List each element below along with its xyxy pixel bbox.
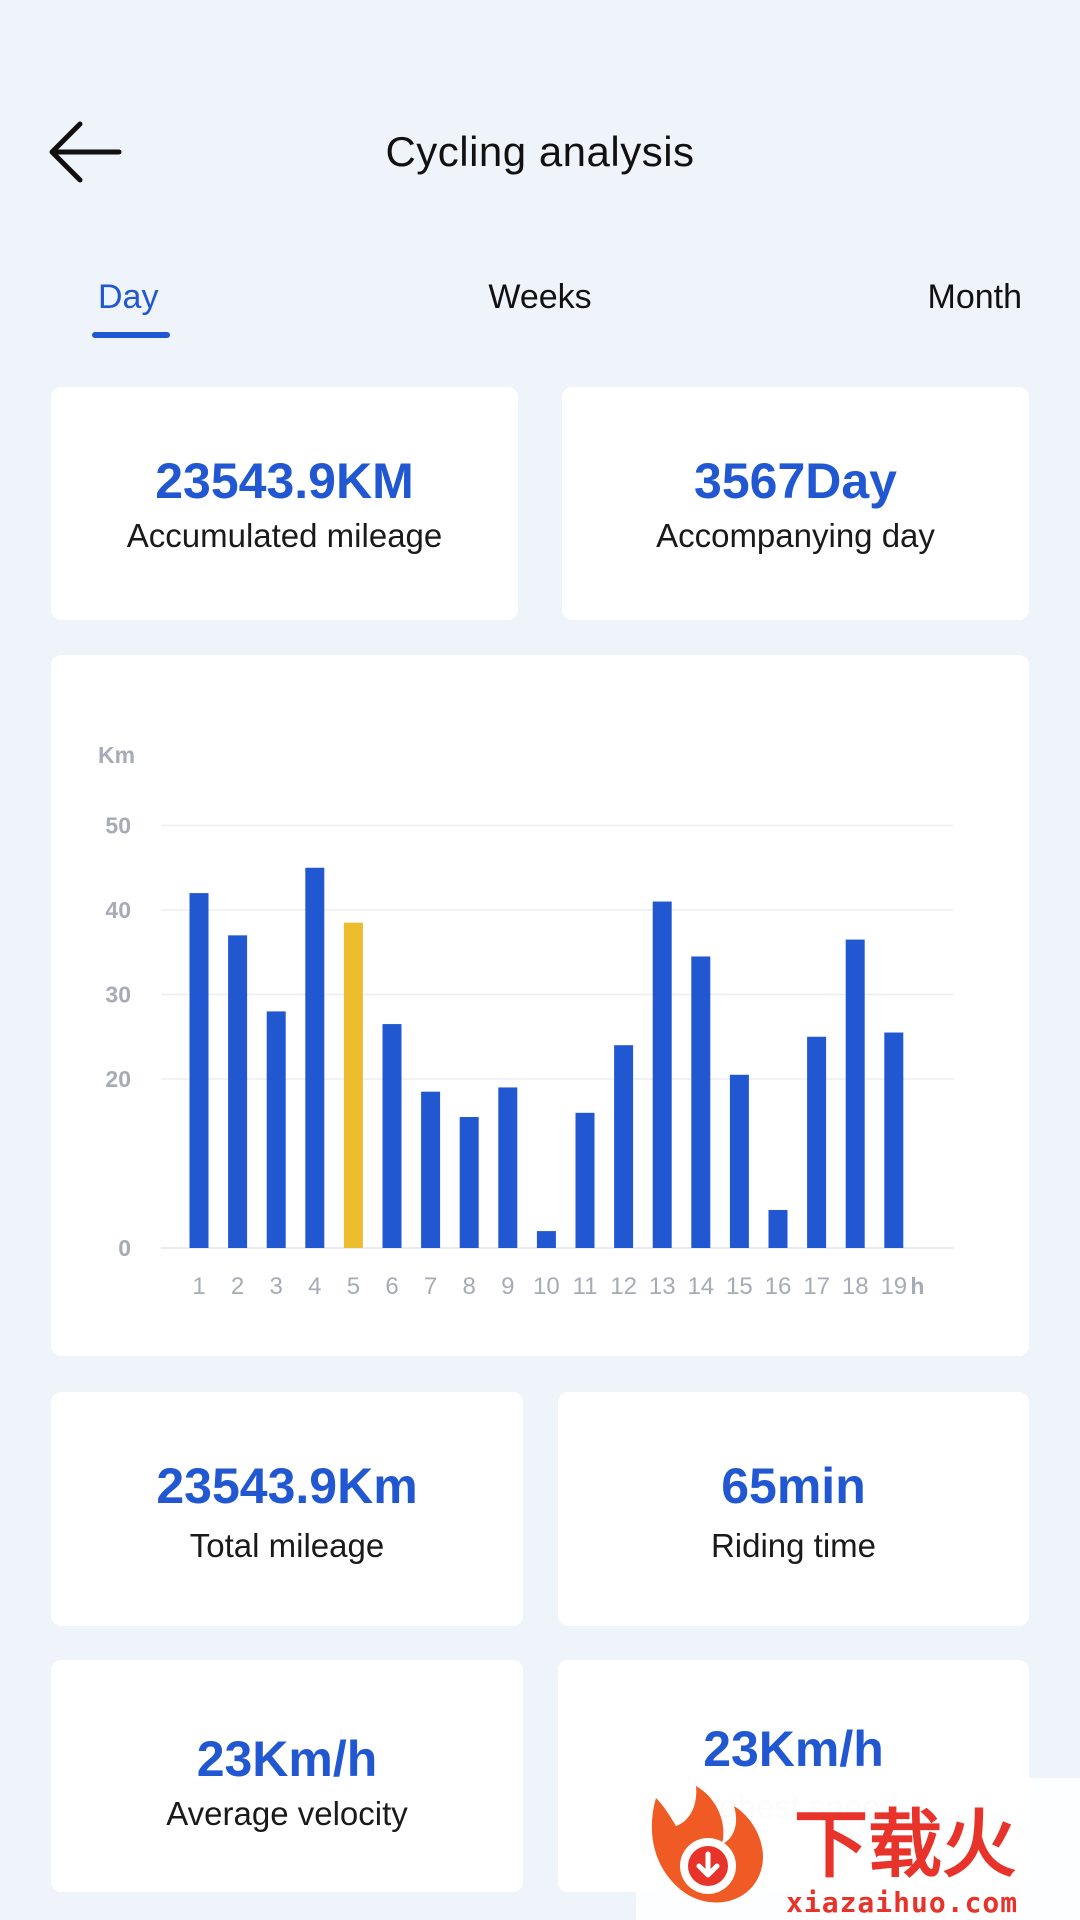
y-tick-label: 50 <box>105 813 131 839</box>
bar-18 <box>845 939 865 1248</box>
bar-4 <box>305 867 325 1248</box>
x-tick-label: 5 <box>347 1273 360 1300</box>
x-tick-label: 10 <box>533 1273 560 1300</box>
x-tick-label: 13 <box>649 1273 676 1300</box>
riding-time-label: Riding time <box>710 1527 877 1564</box>
total-mileage-label: Total mileage <box>189 1527 385 1564</box>
watermark-site: xiazaihuo.com <box>786 1886 1018 1919</box>
bar-19 <box>884 1032 904 1248</box>
x-tick-label: 1 <box>192 1273 205 1300</box>
average-velocity-card: 23Km/h Average velocity <box>51 1660 523 1892</box>
y-tick-label: 20 <box>105 1066 131 1092</box>
bar-10 <box>536 1231 556 1248</box>
x-tick-label: 14 <box>687 1273 714 1300</box>
accompanying-day-card: 3567Day Accompanying day <box>562 387 1029 620</box>
x-tick-label: 6 <box>385 1273 398 1300</box>
bar-17 <box>807 1036 827 1248</box>
accumulated-mileage-value: 23543.9KM <box>155 453 414 509</box>
x-tick-label: 17 <box>803 1273 830 1300</box>
riding-time-card: 65min Riding time <box>558 1392 1029 1626</box>
total-mileage-card: 23543.9Km Total mileage <box>51 1392 523 1626</box>
average-velocity-value: 23Km/h <box>196 1731 378 1787</box>
accumulated-mileage-label: Accumulated mileage <box>126 517 443 554</box>
flame-logo-icon <box>651 1786 763 1903</box>
bar-7 <box>421 1091 441 1248</box>
bar-2 <box>228 935 248 1248</box>
bar-12 <box>614 1045 634 1248</box>
page-title: Cycling analysis <box>385 128 695 175</box>
bar-3 <box>266 1011 286 1248</box>
total-mileage-value: 23543.9Km <box>156 1458 418 1514</box>
average-velocity-label: Average velocity <box>166 1795 408 1832</box>
watermark-brand: 下载火 <box>794 1802 1016 1888</box>
accompanying-day-value: 3567Day <box>694 453 897 509</box>
x-tick-label: 18 <box>842 1273 869 1300</box>
arrow-left-icon <box>49 121 122 183</box>
x-tick-label: 3 <box>270 1273 283 1300</box>
accumulated-mileage-card: 23543.9KM Accumulated mileage <box>51 387 518 620</box>
tab-weeks[interactable]: Weeks <box>488 278 592 316</box>
bar-6 <box>382 1024 402 1248</box>
x-tick-label: 8 <box>463 1273 476 1300</box>
back-button[interactable] <box>44 112 134 192</box>
bar-8 <box>459 1117 479 1248</box>
y-axis-unit-label: Km <box>98 742 135 768</box>
mileage-chart-card: Km 0 20 30 40 50 1 2 3 4 5 6 7 8 9 10 11 12 13 14 15 16 17 18 19… <box>51 655 1029 1356</box>
tab-month[interactable]: Month <box>927 278 1023 316</box>
accompanying-day-label: Accompanying day <box>656 517 935 554</box>
x-axis-unit-label: h <box>910 1273 924 1299</box>
xiazaihuo-watermark: 下载火 xiazaihuo.com <box>636 1778 1080 1920</box>
bar-1 <box>189 893 209 1248</box>
y-tick-label: 0 <box>118 1235 131 1261</box>
bar-9 <box>498 1087 518 1248</box>
x-tick-label: 7 <box>424 1273 437 1300</box>
x-tick-label: 2 <box>231 1273 244 1300</box>
x-tick-label: 16 <box>765 1273 792 1300</box>
x-tick-label: 11 <box>573 1273 598 1300</box>
bar-15 <box>729 1074 749 1248</box>
x-tick-label: 12 <box>610 1273 637 1300</box>
bar-14 <box>691 956 711 1248</box>
x-tick-label: 19 <box>880 1273 907 1300</box>
x-tick-label: 4 <box>308 1273 321 1300</box>
highest-speed-value: 23Km/h <box>703 1721 884 1777</box>
x-tick-label: 15 <box>726 1273 753 1300</box>
tab-day[interactable]: Day <box>98 278 159 316</box>
x-tick-label: 9 <box>501 1273 514 1300</box>
y-tick-label: 30 <box>105 982 131 1008</box>
active-tab-indicator <box>92 332 170 338</box>
bar-13 <box>652 901 672 1248</box>
y-tick-label: 40 <box>105 897 131 923</box>
riding-time-value: 65min <box>721 1458 866 1514</box>
tab-weeks-row: Weeks <box>0 278 1080 317</box>
bar-5 <box>343 922 363 1248</box>
bar-16 <box>768 1209 788 1248</box>
bar-11 <box>575 1112 595 1248</box>
